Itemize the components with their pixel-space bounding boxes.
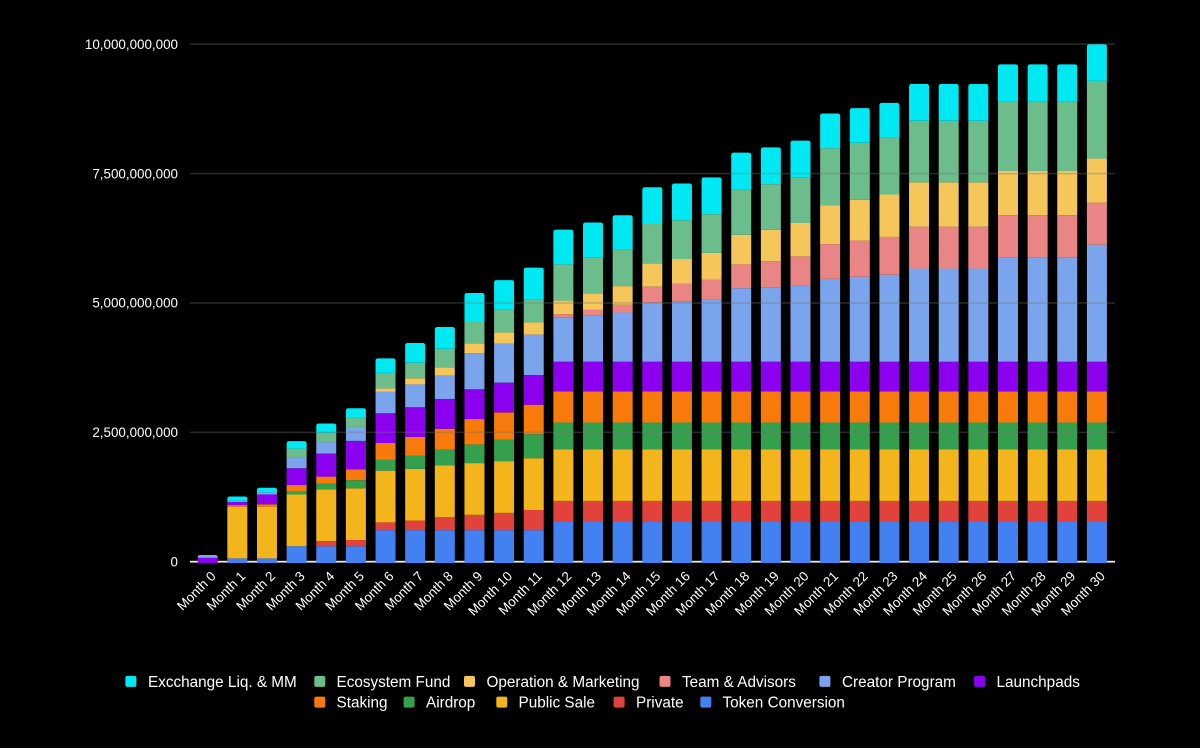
- svg-text:Private: Private: [636, 695, 684, 712]
- svg-text:5,000,000,000: 5,000,000,000: [92, 296, 178, 311]
- svg-text:Excchange Liq. & MM: Excchange Liq. & MM: [148, 674, 297, 691]
- svg-text:Staking: Staking: [337, 695, 388, 712]
- svg-text:Public Sale: Public Sale: [519, 695, 596, 712]
- svg-text:10,000,000,000: 10,000,000,000: [85, 37, 178, 52]
- svg-text:0: 0: [171, 554, 178, 569]
- svg-text:Launchpads: Launchpads: [997, 674, 1081, 691]
- svg-text:Airdrop: Airdrop: [426, 695, 475, 712]
- svg-text:Operation & Marketing: Operation & Marketing: [487, 674, 640, 691]
- svg-text:Ecosystem Fund: Ecosystem Fund: [337, 674, 451, 691]
- svg-text:7,500,000,000: 7,500,000,000: [92, 166, 178, 181]
- svg-text:Token Conversion: Token Conversion: [723, 695, 845, 712]
- svg-text:Creator Program: Creator Program: [842, 674, 956, 691]
- svg-text:2,500,000,000: 2,500,000,000: [92, 425, 178, 440]
- svg-text:Team & Advisors: Team & Advisors: [682, 674, 796, 691]
